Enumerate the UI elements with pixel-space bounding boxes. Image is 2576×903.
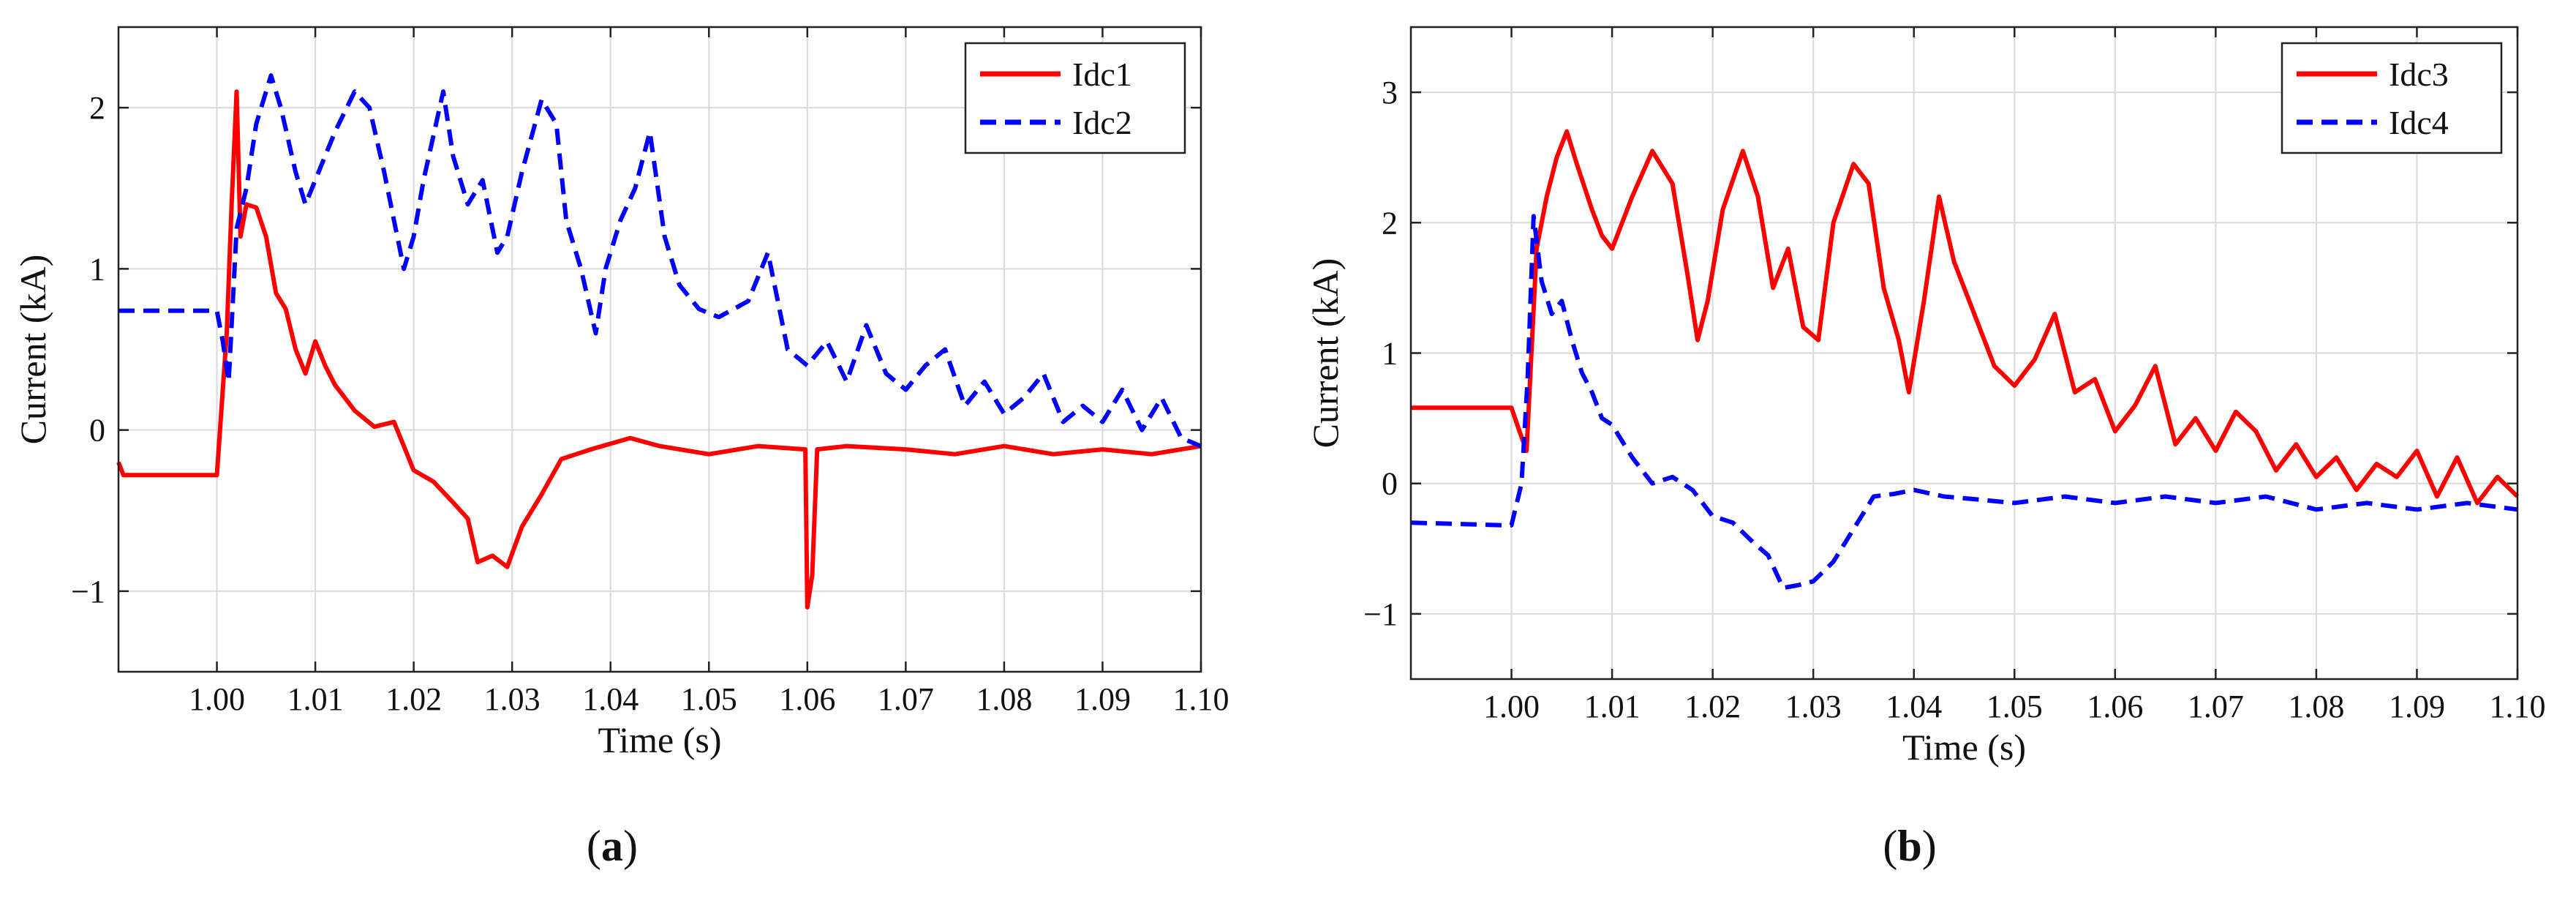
- x-tick-label-b-4: 1.04: [1886, 689, 1942, 724]
- x-tick-label-a-4: 1.04: [582, 681, 639, 717]
- series-line-idc3: [1411, 129, 2520, 506]
- y-axis-label-b: Current (kA): [1305, 258, 1346, 449]
- legend-label-idc3: Idc3: [2389, 56, 2449, 93]
- caption-close-paren: ): [1922, 822, 1937, 870]
- x-tick-label-a-1: 1.01: [287, 681, 344, 717]
- caption-open-paren: (: [587, 822, 601, 870]
- y-tick-label-b-2: 1: [1382, 336, 1398, 372]
- x-axis-label-b: Time (s): [1902, 727, 2026, 768]
- x-tick-label-a-8: 1.08: [976, 681, 1032, 717]
- x-tick-label-a-9: 1.09: [1074, 681, 1131, 717]
- ticks-a: 1.00 1.01 1.02 1.03 1.04 1.05 1.06 1.07 1.08 1.09…: [71, 27, 1229, 717]
- series-line-idc1: [116, 89, 1202, 610]
- series-line-idc4: [1410, 214, 2518, 591]
- x-tick-label-a-6: 1.06: [779, 681, 835, 717]
- x-tick-label-b-6: 1.06: [2087, 689, 2143, 724]
- x-tick-label-a-10: 1.10: [1173, 681, 1229, 717]
- plot-frame-a: [117, 26, 1202, 673]
- legend-a: Idc1 Idc2: [964, 42, 1186, 154]
- caption-letter: a: [601, 822, 623, 870]
- series-line-idc2: [118, 73, 1202, 449]
- x-tick-label-a-2: 1.02: [385, 681, 442, 717]
- y-tick-label-b-4: 3: [1382, 75, 1398, 110]
- x-tick-label-b-0: 1.00: [1483, 689, 1540, 724]
- caption-open-paren: (: [1883, 822, 1897, 870]
- caption-close-paren: ): [623, 822, 638, 870]
- y-tick-label-b-1: 0: [1382, 466, 1398, 502]
- x-axis-label-a: Time (s): [598, 719, 721, 760]
- x-tick-label-a-0: 1.00: [189, 681, 245, 717]
- x-tick-label-b-3: 1.03: [1785, 689, 1842, 724]
- x-tick-label-b-8: 1.08: [2288, 689, 2344, 724]
- legend-box-b: [2281, 42, 2503, 154]
- x-tick-label-b-7: 1.07: [2188, 689, 2244, 724]
- series-layer-b: [1410, 129, 2520, 591]
- x-tick-label-a-7: 1.07: [878, 681, 934, 717]
- y-tick-label-a-3: 2: [89, 90, 105, 126]
- y-tick-label-a-2: 1: [89, 251, 105, 287]
- y-tick-label-a-1: 0: [89, 413, 105, 449]
- x-tick-label-b-10: 1.10: [2490, 689, 2546, 724]
- y-tick-label-b-3: 2: [1382, 205, 1398, 241]
- legend-label-idc1: Idc1: [1072, 56, 1132, 93]
- y-tick-label-a-0: −1: [71, 574, 105, 610]
- legend-label-idc4: Idc4: [2389, 104, 2449, 141]
- x-tick-label-b-9: 1.09: [2389, 689, 2445, 724]
- ticks-b: 1.00 1.01 1.02 1.03 1.04 1.05 1.06 1.07 1.08 1.09…: [1363, 27, 2546, 724]
- legend-label-idc2: Idc2: [1072, 104, 1132, 141]
- panel-caption-a: (a): [587, 822, 638, 870]
- x-tick-label-b-1: 1.01: [1584, 689, 1641, 724]
- series-layer-a: [116, 73, 1202, 610]
- x-tick-label-b-2: 1.02: [1684, 689, 1741, 724]
- legend-b: Idc3 Idc4: [2281, 42, 2503, 154]
- caption-letter: b: [1897, 822, 1921, 870]
- legend-box-a: [964, 42, 1186, 154]
- x-tick-label-b-5: 1.05: [1986, 689, 2043, 724]
- y-axis-label-a: Current (kA): [12, 255, 53, 445]
- x-tick-label-a-5: 1.05: [681, 681, 737, 717]
- y-tick-label-b-0: −1: [1363, 596, 1398, 632]
- x-tick-label-a-3: 1.03: [484, 681, 541, 717]
- panel-b: 1.00 1.01 1.02 1.03 1.04 1.05 1.06 1.07 1.08 1.09…: [1305, 26, 2546, 870]
- panel-caption-b: (b): [1883, 822, 1936, 870]
- panel-a: 1.00 1.01 1.02 1.03 1.04 1.05 1.06 1.07 1.08 1.09…: [12, 26, 1229, 870]
